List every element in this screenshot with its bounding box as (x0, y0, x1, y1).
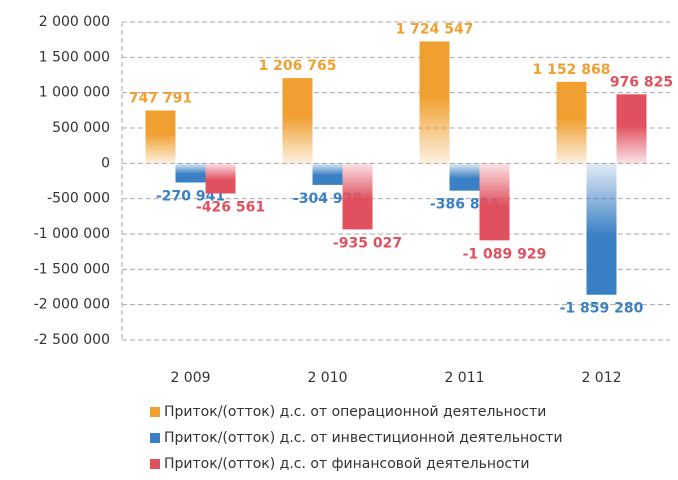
x-tick-label: 2 011 (444, 370, 484, 386)
y-tick-label: -1 000 000 (34, 226, 110, 242)
data-label: 747 791 (129, 90, 192, 106)
y-tick-label: 1 500 000 (39, 49, 110, 65)
legend-label: Приток/(отток) д.с. от операционной деят… (164, 404, 546, 420)
y-tick-label: -2 000 000 (34, 297, 110, 313)
bar (175, 163, 206, 183)
bar (586, 163, 617, 295)
data-label: -935 027 (333, 235, 402, 251)
data-label: -1 089 929 (463, 246, 547, 262)
data-label: 1 152 868 (533, 62, 611, 78)
data-label: -426 561 (196, 199, 265, 215)
bar (145, 110, 176, 164)
y-tick-label: 500 000 (52, 120, 110, 136)
data-label: 1 724 547 (396, 21, 474, 37)
data-label: 976 825 (610, 74, 673, 90)
bar (205, 163, 236, 194)
x-tick-label: 2 012 (581, 370, 621, 386)
data-label: 1 206 765 (259, 58, 337, 74)
y-tick-label: -500 000 (47, 191, 110, 207)
legend-swatch (150, 407, 160, 417)
legend-swatch (150, 459, 160, 469)
bar (342, 163, 373, 230)
bar (282, 78, 313, 164)
legend-label: Приток/(отток) д.с. от инвестиционной де… (164, 430, 563, 446)
bar (556, 81, 587, 164)
bar (449, 163, 480, 191)
x-tick-label: 2 010 (307, 370, 347, 386)
bar (419, 41, 450, 164)
legend-swatch (150, 433, 160, 443)
y-tick-label: 1 000 000 (39, 85, 110, 101)
y-tick-label: -1 500 000 (34, 261, 110, 277)
y-tick-label: -2 500 000 (34, 332, 110, 348)
x-tick-label: 2 009 (170, 370, 210, 386)
bar (616, 94, 647, 164)
y-tick-label: 0 (101, 155, 110, 171)
y-tick-label: 2 000 000 (39, 14, 110, 30)
bar (479, 163, 510, 241)
bar (312, 163, 343, 185)
legend-label: Приток/(отток) д.с. от финансовой деятел… (164, 456, 530, 472)
data-label: -1 859 280 (560, 301, 644, 317)
